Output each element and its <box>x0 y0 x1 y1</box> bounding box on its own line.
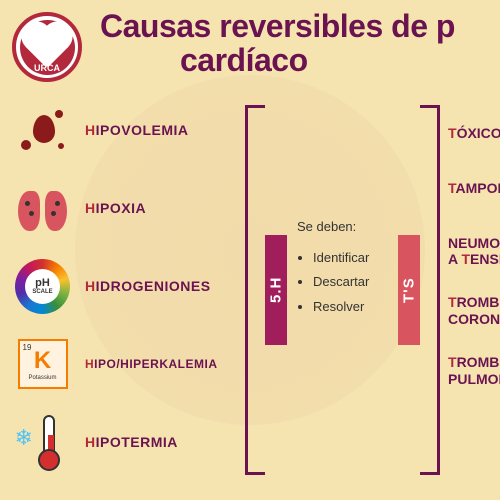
h-item-label: HIPO/HIPERKALEMIA <box>85 357 218 371</box>
page-title: Causas reversibles de p cardíaco <box>100 10 500 77</box>
h-item-hipoxia: HIPOXIA <box>10 178 240 238</box>
h-item-hiperkaliemia: 19KPotassium HIPO/HIPERKALEMIA <box>10 334 240 394</box>
h-item-hidrogeniones: pHSCALE HIDROGENIONES <box>10 256 240 316</box>
title-line-2: cardíaco <box>100 42 308 78</box>
center-bullet: Identificar <box>313 246 392 271</box>
bracket-left <box>245 105 265 475</box>
lungs-icon <box>10 178 75 238</box>
blood-icon <box>10 100 75 160</box>
h-item-label: HIPOXIA <box>85 200 146 216</box>
t-item-tamponade: TAMPONA <box>448 180 500 197</box>
thermometer-icon: ❄ <box>10 412 75 472</box>
h-item-hipovolemia: HIPOVOLEMIA <box>10 100 240 160</box>
column-label-h: 5.H <box>265 235 287 345</box>
t-item-trombosis-pulmonar: TROMBOS PULMONA <box>448 354 500 388</box>
center-bullet: Resolver <box>313 295 392 320</box>
ph-scale-icon: pHSCALE <box>10 256 75 316</box>
center-header: Se deben: <box>297 215 392 240</box>
h-causes-column: HIPOVOLEMIA HIPOXIA pHSCALE HIDROGENIONE… <box>10 100 240 490</box>
urca-logo: URCA <box>12 12 82 82</box>
h-item-hipotermia: ❄ HIPOTERMIA <box>10 412 240 472</box>
title-line-1: Causas reversibles de p <box>100 8 455 44</box>
bracket-right <box>420 105 440 475</box>
t-item-trombosis-coronaria: TROMBOS CORONARI <box>448 294 500 328</box>
h-item-label: HIPOVOLEMIA <box>85 122 189 138</box>
center-instructions: Se deben: Identificar Descartar Resolver <box>297 215 392 320</box>
h-item-label: HIPOTERMIA <box>85 434 178 450</box>
t-causes-column: TÓXICOS TAMPONA NEUMOTÓ A TENSIÓN TROMBO… <box>448 125 500 413</box>
center-bullet: Descartar <box>313 270 392 295</box>
logo-acronym: URCA <box>34 63 60 73</box>
t-item-neumotorax: NEUMOTÓ A TENSIÓN <box>448 235 500 269</box>
h-item-label: HIDROGENIONES <box>85 278 211 294</box>
t-item-toxicos: TÓXICOS <box>448 125 500 142</box>
column-label-t: T'S <box>398 235 420 345</box>
potassium-icon: 19KPotassium <box>10 334 75 394</box>
